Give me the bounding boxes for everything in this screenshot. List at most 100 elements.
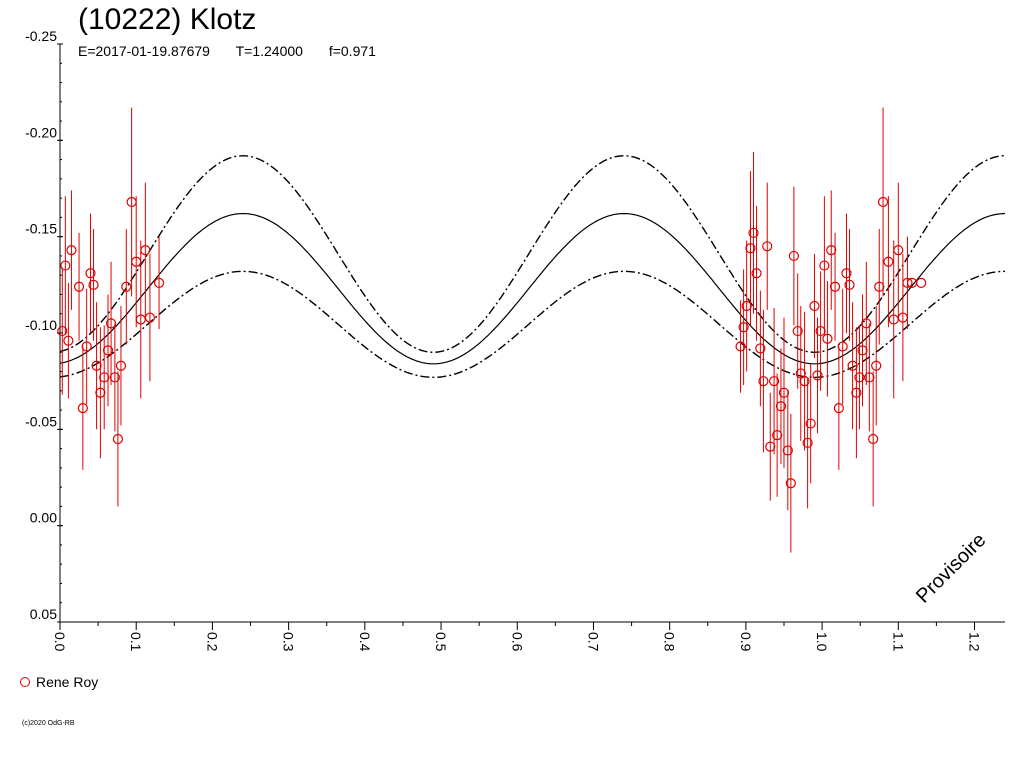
model-curves xyxy=(59,155,1006,378)
data-point xyxy=(99,372,110,383)
x-tick-label: 0.0 xyxy=(52,632,68,652)
data-point xyxy=(73,281,85,292)
data-point xyxy=(762,241,773,252)
x-tick-label: 1.1 xyxy=(890,632,906,652)
data-point xyxy=(871,360,882,371)
data-point xyxy=(861,318,872,329)
data-point xyxy=(91,360,102,371)
data-point xyxy=(809,300,820,312)
x-tick-label: 0.4 xyxy=(357,632,373,652)
data-point xyxy=(805,418,816,429)
data-point xyxy=(826,245,837,256)
data-point xyxy=(66,245,77,256)
data-point xyxy=(109,372,120,383)
data-point xyxy=(105,318,117,329)
data-point xyxy=(57,325,68,337)
data-point xyxy=(822,333,833,344)
legend-marker xyxy=(20,677,30,687)
data-point xyxy=(60,260,71,271)
data-point xyxy=(765,441,776,452)
data-point xyxy=(768,376,780,387)
data-point xyxy=(745,243,756,254)
legend: Rene Roy xyxy=(20,674,98,690)
data-point xyxy=(778,387,790,398)
data-point xyxy=(738,322,749,333)
data-point xyxy=(772,430,783,441)
y-tick-label: -0.10 xyxy=(25,317,57,333)
data-point xyxy=(755,343,766,354)
data-point xyxy=(741,300,752,312)
data-point xyxy=(844,279,855,290)
data-point xyxy=(819,260,830,271)
data-point xyxy=(812,370,823,381)
x-tick-label: 0.8 xyxy=(662,632,678,652)
data-point xyxy=(883,256,894,267)
data-point xyxy=(782,445,793,456)
x-tick-label: 0.2 xyxy=(204,632,220,652)
data-point xyxy=(841,268,852,279)
y-tick-label: -0.15 xyxy=(25,221,57,237)
data-point xyxy=(799,376,810,387)
data-point xyxy=(815,325,826,337)
data-point xyxy=(115,360,127,371)
data-point xyxy=(153,277,165,289)
x-tick-label: 1.0 xyxy=(814,632,830,652)
y-tick-label: -0.20 xyxy=(25,124,57,140)
data-point xyxy=(829,281,841,292)
data-point xyxy=(775,401,787,412)
data-point xyxy=(847,360,858,371)
fit-curve xyxy=(59,212,1006,365)
data-point xyxy=(112,433,124,445)
chart-title: (10222) Klotz xyxy=(78,3,257,36)
data-point xyxy=(851,387,862,398)
x-tick-label: 1.2 xyxy=(967,632,983,652)
data-point xyxy=(748,227,759,238)
data-point xyxy=(77,403,88,414)
data-point xyxy=(102,345,114,356)
data-point xyxy=(140,245,151,256)
data-point xyxy=(95,387,106,398)
x-tick-label: 0.6 xyxy=(509,632,525,652)
period-label: T=1.24000 xyxy=(235,43,303,59)
x-tick-label: 0.3 xyxy=(281,632,297,652)
data-points xyxy=(57,107,927,553)
y-tick-label: -0.25 xyxy=(25,28,57,44)
x-tick-label: 0.1 xyxy=(128,632,144,652)
data-point xyxy=(902,277,913,289)
data-point xyxy=(893,245,904,256)
data-point xyxy=(735,341,746,352)
data-point xyxy=(792,325,803,337)
data-point xyxy=(802,437,813,448)
data-point xyxy=(81,341,92,352)
data-point xyxy=(785,478,796,489)
x-tick-label: 0.7 xyxy=(585,632,601,652)
data-point xyxy=(758,376,769,387)
data-point xyxy=(868,433,879,445)
data-point xyxy=(85,268,96,279)
legend-label: Rene Roy xyxy=(36,674,99,690)
y-tick-label: -0.05 xyxy=(25,413,57,429)
lower-envelope-curve xyxy=(59,270,1006,378)
data-point xyxy=(874,281,885,292)
data-point xyxy=(837,341,848,352)
data-point xyxy=(121,281,132,292)
copyright: (c)2020 OdG-RB xyxy=(22,720,75,727)
data-point xyxy=(854,372,865,383)
data-point xyxy=(751,268,762,279)
data-point xyxy=(788,250,799,262)
data-point xyxy=(63,335,74,346)
fraction-label: f=0.971 xyxy=(328,43,376,59)
data-point xyxy=(857,345,868,356)
x-tick-label: 0.5 xyxy=(433,632,449,652)
data-point xyxy=(877,196,889,208)
chart-subtitle: E=2017-01-19.87679 T=1.24000 f=0.971 xyxy=(78,43,398,59)
data-point xyxy=(864,372,875,383)
data-point xyxy=(144,312,156,323)
x-tick-label: 0.9 xyxy=(738,632,754,652)
data-point xyxy=(916,277,927,289)
y-tick-label: 0.05 xyxy=(30,606,57,622)
epoch-label: E=2017-01-19.87679 xyxy=(78,43,210,59)
y-tick-label: 0.00 xyxy=(30,510,57,526)
data-point xyxy=(88,279,99,290)
